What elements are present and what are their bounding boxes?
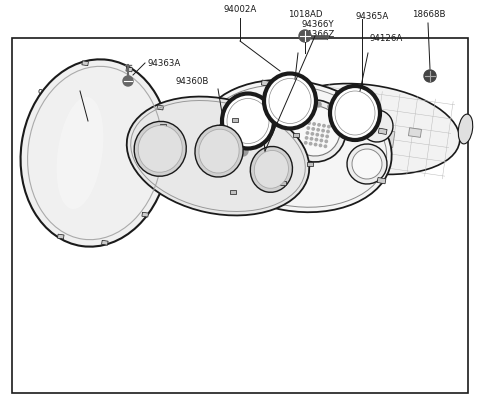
Circle shape [308,122,311,124]
Ellipse shape [264,144,276,154]
Text: 1018AD: 1018AD [288,10,322,19]
Bar [378,128,387,134]
Text: 94126A: 94126A [370,34,403,43]
Text: 94363A: 94363A [148,58,181,67]
Circle shape [314,143,317,146]
Ellipse shape [276,83,460,174]
Ellipse shape [214,122,272,180]
Circle shape [328,104,333,109]
Circle shape [321,134,324,137]
Circle shape [315,139,318,141]
Circle shape [340,106,345,111]
Circle shape [311,133,313,135]
Ellipse shape [264,124,276,134]
Ellipse shape [352,149,382,179]
Text: 94365A: 94365A [355,12,388,21]
Ellipse shape [269,79,311,123]
Circle shape [319,144,322,147]
Ellipse shape [347,144,387,184]
Circle shape [310,143,312,145]
Circle shape [304,100,309,105]
Bar [383,130,395,148]
Ellipse shape [195,125,243,177]
Bar [335,92,344,98]
Circle shape [304,142,307,144]
Circle shape [317,129,319,131]
Circle shape [307,127,310,129]
Circle shape [305,137,308,139]
Bar [58,234,64,239]
Ellipse shape [330,86,380,140]
Circle shape [316,102,321,107]
Circle shape [325,140,327,143]
Circle shape [281,96,286,101]
Bar [157,105,164,110]
Bar [205,107,215,113]
Circle shape [351,108,357,113]
Circle shape [326,135,328,138]
Circle shape [312,128,314,130]
Circle shape [328,125,330,128]
Bar [377,178,386,184]
Ellipse shape [361,110,393,142]
Ellipse shape [138,125,182,172]
Circle shape [327,130,329,133]
Bar [261,80,270,86]
Circle shape [292,98,298,103]
Ellipse shape [250,146,292,192]
Bar [330,122,349,136]
Text: 94360B: 94360B [176,76,209,85]
Text: 18668B: 18668B [412,11,445,19]
Bar [160,124,166,128]
Bar [300,132,316,144]
Circle shape [306,132,309,134]
Bar [163,161,169,165]
Bar [232,118,238,122]
Text: 94370: 94370 [38,88,65,97]
Circle shape [123,76,133,86]
Ellipse shape [127,97,309,215]
Ellipse shape [222,93,274,148]
Ellipse shape [264,74,316,129]
Ellipse shape [207,115,279,187]
Ellipse shape [264,104,276,114]
Circle shape [320,139,323,142]
Ellipse shape [335,91,375,135]
Bar [102,240,108,245]
Circle shape [299,30,311,42]
Circle shape [323,125,325,127]
Circle shape [318,124,320,126]
Circle shape [313,123,315,125]
Ellipse shape [199,129,239,173]
Circle shape [316,134,319,136]
Bar [230,190,236,194]
Bar [293,134,300,137]
Text: 94002A: 94002A [223,5,257,14]
Ellipse shape [134,121,186,176]
Bar [126,67,132,72]
Ellipse shape [284,100,346,162]
Bar [307,162,313,166]
Ellipse shape [57,97,103,209]
Circle shape [322,129,324,132]
Circle shape [324,145,326,148]
Ellipse shape [21,59,169,247]
Ellipse shape [227,99,269,143]
Bar [280,181,286,185]
Bar [12,38,468,393]
Circle shape [424,70,436,82]
Bar [408,128,421,137]
Ellipse shape [458,114,473,144]
Text: 94366Y
94366Z: 94366Y 94366Z [242,141,275,160]
Ellipse shape [290,106,340,156]
Text: 94366Y
94366Z: 94366Y 94366Z [302,20,335,39]
Bar [142,212,148,217]
Circle shape [238,146,248,156]
Circle shape [310,138,312,140]
Ellipse shape [198,80,392,212]
Ellipse shape [254,150,288,188]
Bar [82,61,88,66]
